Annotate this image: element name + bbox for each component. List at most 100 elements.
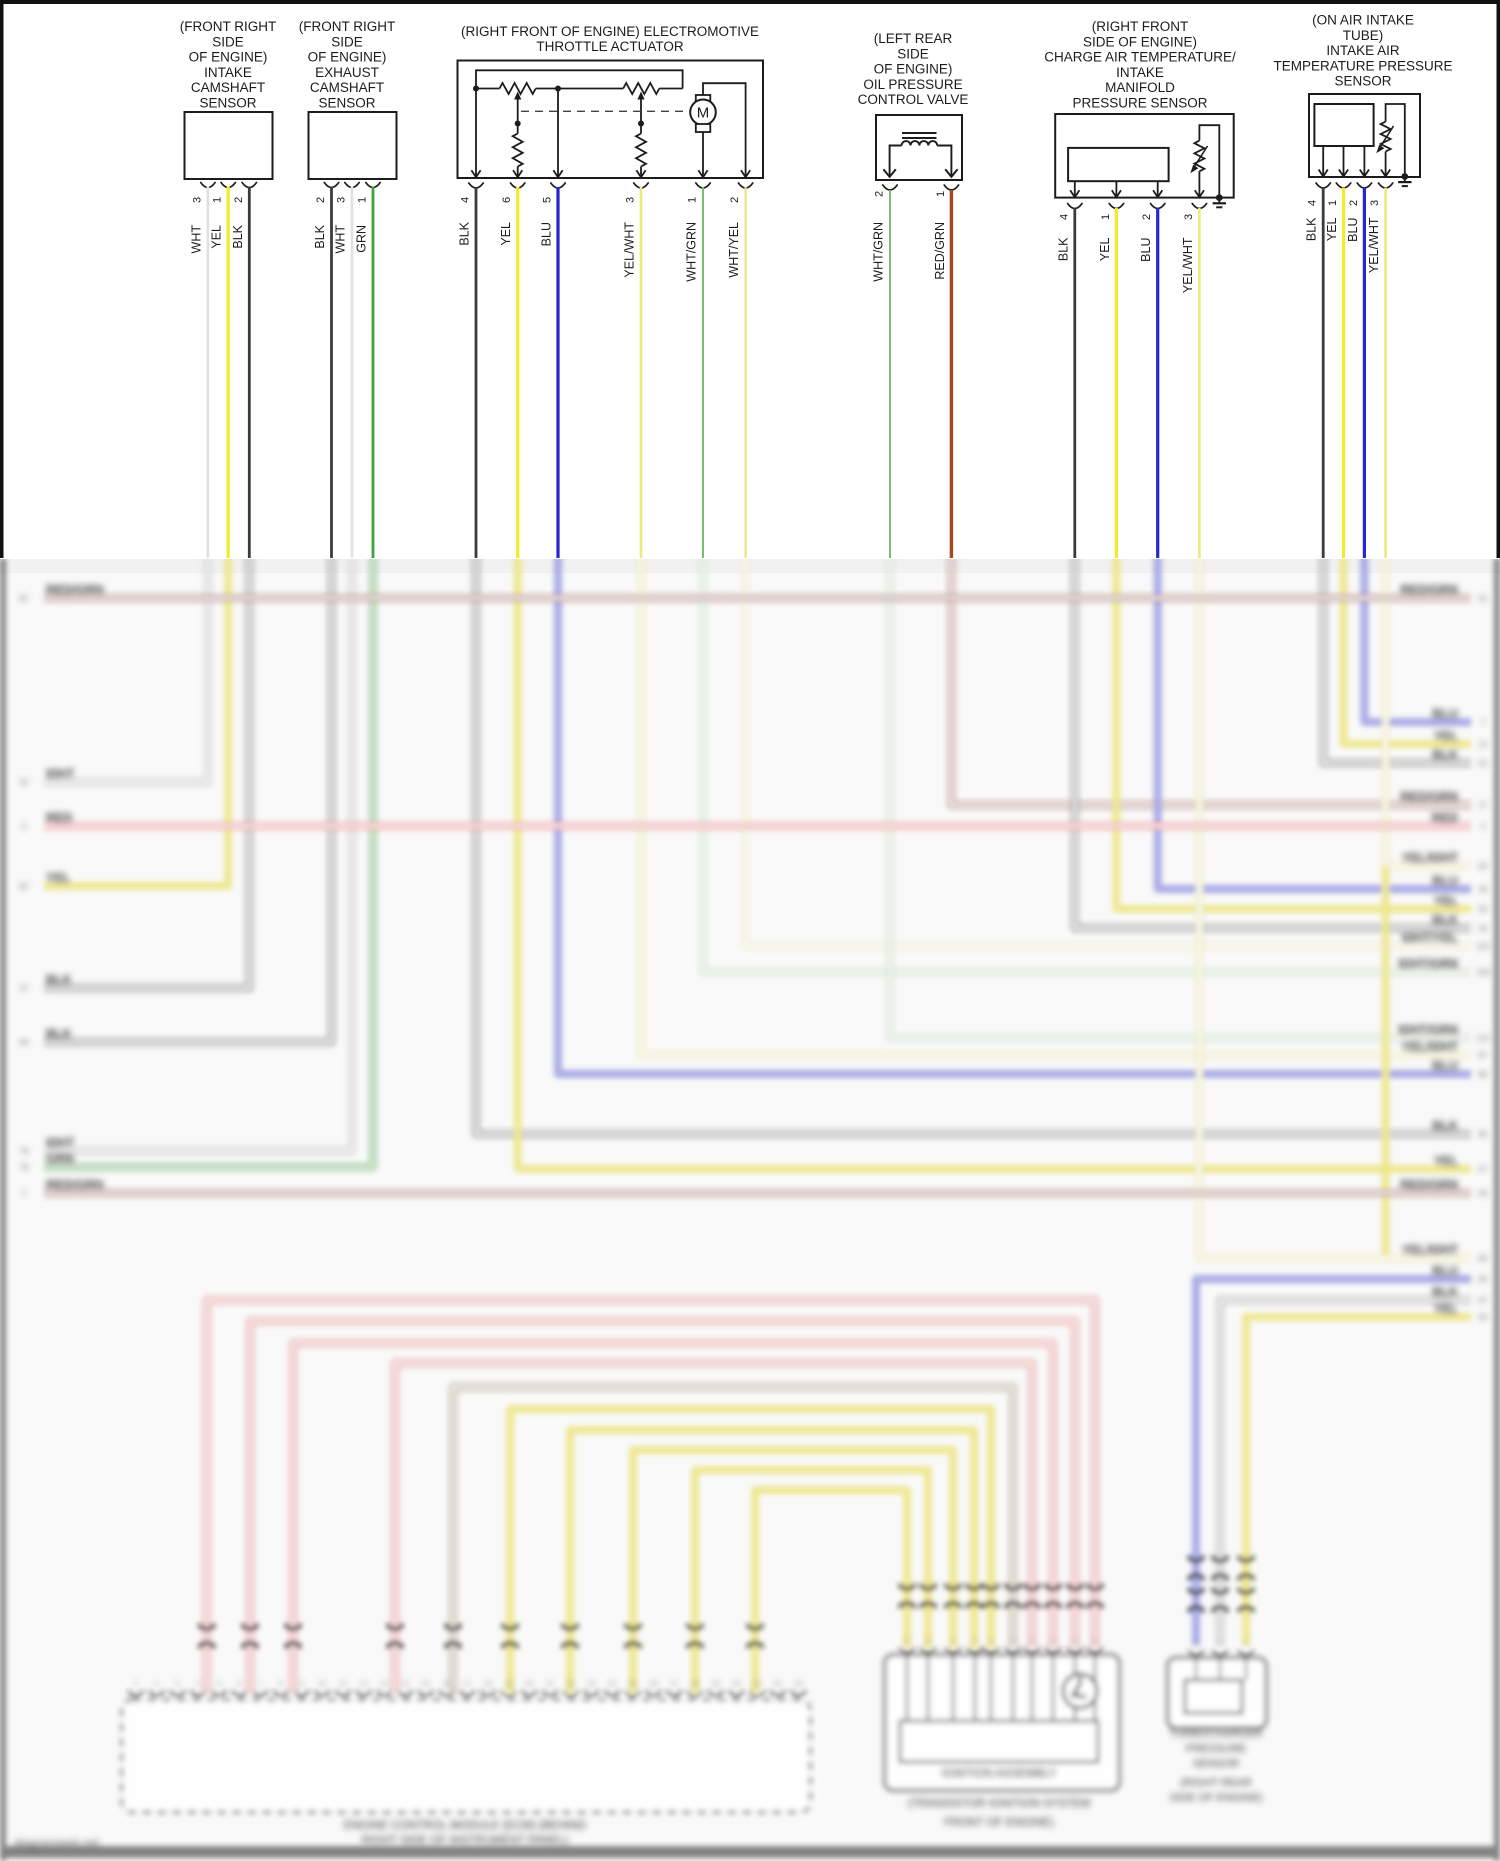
svg-text:30: 30 bbox=[732, 1681, 740, 1688]
svg-text:BLK: BLK bbox=[1432, 913, 1458, 927]
svg-text:21: 21 bbox=[546, 1681, 554, 1688]
svg-text:RIGHT SIDE OF INSTRUMENT PANEL: RIGHT SIDE OF INSTRUMENT PANEL) bbox=[361, 1835, 568, 1847]
svg-text:62: 62 bbox=[19, 881, 29, 891]
svg-text:SIDE: SIDE bbox=[212, 34, 244, 49]
svg-text:17: 17 bbox=[1478, 800, 1488, 810]
svg-text:WHT/YEL: WHT/YEL bbox=[727, 222, 741, 278]
svg-text:4: 4 bbox=[1058, 214, 1070, 220]
svg-text:20: 20 bbox=[525, 1681, 533, 1688]
svg-text:7: 7 bbox=[258, 1681, 262, 1688]
svg-text:WHT: WHT bbox=[46, 767, 75, 781]
svg-text:26: 26 bbox=[650, 1681, 658, 1688]
svg-text:YEL/WHT: YEL/WHT bbox=[1367, 217, 1381, 273]
svg-text:3: 3 bbox=[22, 821, 27, 831]
svg-text:(RIGHT FRONT: (RIGHT FRONT bbox=[1092, 19, 1189, 34]
svg-text:2: 2 bbox=[233, 197, 245, 203]
svg-text:BLU: BLU bbox=[1139, 238, 1153, 262]
svg-text:CAMSHAFT: CAMSHAFT bbox=[191, 80, 265, 95]
svg-text:7: 7 bbox=[1481, 717, 1486, 727]
svg-text:22: 22 bbox=[567, 1681, 575, 1688]
svg-text:M: M bbox=[697, 105, 710, 122]
svg-text:YEL: YEL bbox=[1434, 894, 1459, 908]
svg-text:3: 3 bbox=[625, 197, 637, 203]
svg-text:SENSOR: SENSOR bbox=[1193, 1758, 1240, 1770]
svg-text:2: 2 bbox=[905, 1638, 909, 1645]
svg-text:BLK: BLK bbox=[313, 224, 327, 248]
svg-text:BLU: BLU bbox=[1432, 1264, 1458, 1278]
svg-text:SIDE OF ENGINE): SIDE OF ENGINE) bbox=[1170, 1792, 1263, 1804]
svg-text:WHT: WHT bbox=[189, 225, 203, 254]
svg-text:RED/GRN: RED/GRN bbox=[1400, 1178, 1458, 1192]
svg-text:52: 52 bbox=[19, 777, 29, 787]
svg-text:BLU: BLU bbox=[1432, 1059, 1458, 1073]
svg-text:YEL: YEL bbox=[1434, 1154, 1459, 1168]
svg-text:YEL: YEL bbox=[46, 871, 71, 885]
svg-text:2: 2 bbox=[1141, 214, 1153, 220]
svg-text:YEL/WHT: YEL/WHT bbox=[1402, 1040, 1459, 1054]
svg-text:(FRONT RIGHT: (FRONT RIGHT bbox=[180, 19, 277, 34]
svg-text:OF ENGINE): OF ENGINE) bbox=[189, 50, 268, 65]
svg-text:BLK: BLK bbox=[46, 973, 72, 987]
svg-text:RED/GRN: RED/GRN bbox=[46, 583, 104, 597]
svg-text:RED/GRN: RED/GRN bbox=[1400, 583, 1458, 597]
svg-text:INTAKE: INTAKE bbox=[1116, 65, 1164, 80]
svg-text:SIDE OF ENGINE): SIDE OF ENGINE) bbox=[1083, 34, 1197, 49]
svg-text:66: 66 bbox=[1478, 1253, 1488, 1263]
svg-text:BLK: BLK bbox=[1305, 217, 1319, 241]
svg-text:2: 2 bbox=[989, 1638, 993, 1645]
svg-text:YEL/WHT: YEL/WHT bbox=[623, 222, 637, 278]
svg-text:13: 13 bbox=[381, 1681, 389, 1688]
svg-text:32: 32 bbox=[774, 1681, 782, 1688]
svg-text:19: 19 bbox=[505, 1681, 513, 1688]
svg-text:12: 12 bbox=[360, 1681, 368, 1688]
svg-text:SENSOR: SENSOR bbox=[199, 96, 256, 111]
svg-text:BLK: BLK bbox=[1432, 1119, 1458, 1133]
svg-text:YEL: YEL bbox=[1325, 217, 1339, 241]
svg-text:78: 78 bbox=[19, 1162, 29, 1172]
svg-text:110: 110 bbox=[1476, 941, 1490, 951]
svg-text:2: 2 bbox=[1030, 1638, 1034, 1645]
svg-text:1: 1 bbox=[1100, 214, 1112, 220]
svg-text:3: 3 bbox=[191, 197, 203, 203]
svg-text:86: 86 bbox=[1478, 1069, 1488, 1079]
svg-text:27: 27 bbox=[670, 1681, 678, 1688]
svg-text:31: 31 bbox=[753, 1681, 761, 1688]
svg-text:1: 1 bbox=[357, 197, 369, 203]
svg-text:87: 87 bbox=[1478, 1050, 1488, 1060]
svg-text:35: 35 bbox=[1478, 904, 1488, 914]
svg-text:1: 1 bbox=[1327, 200, 1339, 206]
svg-text:2: 2 bbox=[1073, 1638, 1077, 1645]
svg-text:85: 85 bbox=[1478, 1129, 1488, 1139]
svg-text:58: 58 bbox=[1478, 1188, 1488, 1198]
svg-text:IGNITION ASSEMBLY: IGNITION ASSEMBLY bbox=[942, 1768, 1057, 1780]
svg-text:BLK: BLK bbox=[231, 224, 245, 248]
svg-text:31: 31 bbox=[1478, 593, 1488, 603]
svg-text:WHT: WHT bbox=[334, 225, 348, 254]
svg-text:4: 4 bbox=[1307, 200, 1319, 206]
svg-text:BLK: BLK bbox=[1432, 748, 1458, 762]
svg-text:6: 6 bbox=[501, 197, 513, 203]
svg-text:2: 2 bbox=[1093, 1638, 1097, 1645]
svg-text:16: 16 bbox=[443, 1681, 451, 1688]
svg-text:WHT/GRN: WHT/GRN bbox=[1398, 1023, 1458, 1037]
svg-text:RED: RED bbox=[1432, 811, 1458, 825]
svg-text:34: 34 bbox=[1478, 923, 1488, 933]
svg-text:33: 33 bbox=[795, 1681, 803, 1688]
svg-text:BLU: BLU bbox=[1432, 874, 1458, 888]
svg-text:YEL: YEL bbox=[1434, 729, 1459, 743]
svg-text:BLU: BLU bbox=[1346, 218, 1360, 242]
svg-text:65: 65 bbox=[1478, 1274, 1488, 1284]
svg-text:56: 56 bbox=[1478, 861, 1488, 871]
svg-text:2: 2 bbox=[973, 1638, 977, 1645]
svg-text:(TRANSISTOR IGNITION SYSTEM: (TRANSISTOR IGNITION SYSTEM bbox=[908, 1798, 1091, 1810]
svg-text:(ON AIR INTAKE: (ON AIR INTAKE bbox=[1312, 13, 1414, 28]
svg-text:3: 3 bbox=[1183, 214, 1195, 220]
svg-text:4: 4 bbox=[196, 1681, 200, 1688]
svg-text:2: 2 bbox=[155, 1681, 159, 1688]
svg-text:TURBOCHARGER: TURBOCHARGER bbox=[1169, 1728, 1263, 1740]
svg-text:SENSOR: SENSOR bbox=[318, 96, 375, 111]
svg-text:RED: RED bbox=[46, 811, 72, 825]
svg-text:2: 2 bbox=[1051, 1638, 1055, 1645]
svg-text:2: 2 bbox=[951, 1638, 955, 1645]
svg-text:OF ENGINE): OF ENGINE) bbox=[308, 50, 387, 65]
